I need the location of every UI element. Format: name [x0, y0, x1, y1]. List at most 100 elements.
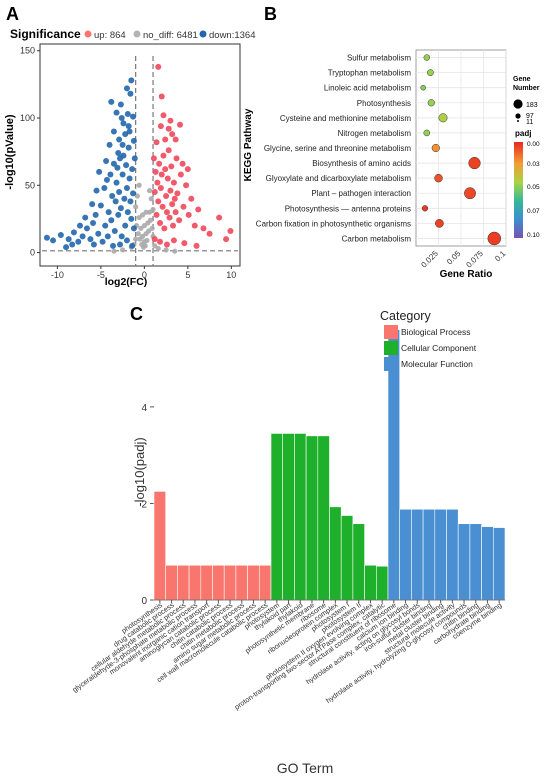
up-point: [168, 163, 175, 170]
down-point: [108, 98, 115, 105]
down-point: [77, 222, 83, 229]
down-point: [113, 109, 120, 116]
kegg-pathway-label: Carbon fixation in photosynthetic organi…: [256, 219, 411, 228]
down-point: [125, 123, 132, 130]
legend-mf-swatch: [384, 357, 398, 371]
down-point: [103, 158, 110, 165]
kegg-pathway-label: Photosynthesis: [357, 99, 411, 108]
up-point: [163, 193, 170, 200]
down-point: [82, 214, 89, 221]
up-point: [223, 236, 230, 243]
go-bar: [270, 433, 283, 601]
go-bar: [282, 433, 295, 601]
legend-nodiff-swatch: [133, 30, 141, 38]
up-point: [170, 179, 177, 186]
down-point: [126, 175, 133, 182]
nodiff-point: [146, 188, 153, 194]
volcano-x-tick-label: 10: [226, 270, 236, 280]
size-legend-large-label: 183: [526, 102, 538, 109]
go-bar: [153, 491, 166, 601]
down-point: [125, 144, 132, 151]
kegg-pathway-label: Tryptophan metabolism: [328, 69, 412, 78]
up-point: [164, 175, 171, 182]
up-point: [185, 211, 192, 218]
volcano-legend: up: 864 no_diff: 6481 down:1364: [84, 30, 255, 41]
down-point: [87, 236, 94, 243]
nodiff-point: [163, 247, 169, 253]
nodiff-point: [135, 231, 141, 237]
legend-up-swatch: [84, 30, 92, 38]
down-point: [130, 225, 137, 232]
nodiff-point: [136, 182, 142, 188]
down-point: [92, 211, 99, 218]
padj-tick-2: 0.05: [527, 184, 540, 191]
kegg-x-tick-label: 0.1: [493, 249, 508, 264]
kegg-pathway-label: Biosynthesis of amino acids: [312, 159, 411, 168]
up-point: [165, 125, 172, 132]
kegg-dot: [426, 69, 434, 77]
go-bar: [434, 508, 447, 601]
down-point: [89, 201, 96, 208]
go-bar: [469, 523, 482, 601]
down-point: [128, 215, 135, 222]
down-point: [113, 179, 120, 186]
up-point: [161, 225, 168, 232]
kegg-dot: [431, 143, 440, 153]
up-point: [157, 123, 164, 130]
panel-c-label: C: [130, 304, 143, 324]
up-point: [162, 166, 169, 173]
up-point: [154, 179, 161, 186]
legend-nodiff-label: no_diff: 6481: [143, 30, 198, 41]
kegg-x-tick-label: 0.05: [445, 249, 463, 267]
kegg-pathway-label: Photosynthesis — antenna proteins: [285, 204, 411, 213]
up-point: [195, 206, 202, 213]
down-point: [122, 222, 129, 229]
kegg-dot: [420, 84, 426, 91]
padj-tick-3: 0.07: [527, 208, 540, 215]
down-point: [107, 171, 114, 178]
kegg-y-axis-label: KEGG Pathway: [243, 108, 254, 181]
up-point: [153, 211, 160, 218]
volcano-plot-panel: A Significance up: 864 no_diff: 6481 dow…: [4, 4, 255, 288]
nodiff-point: [137, 236, 143, 242]
legend-mf-label: Molecular Function: [401, 359, 473, 369]
down-point: [130, 190, 137, 197]
down-point: [43, 234, 50, 241]
down-point: [126, 128, 133, 135]
up-point: [177, 121, 183, 128]
kegg-dot: [434, 173, 443, 183]
up-point: [155, 198, 162, 205]
down-point: [63, 244, 70, 251]
down-point: [93, 187, 100, 194]
down-point: [65, 236, 72, 243]
kegg-pathway-label: Nitrogen metabolism: [338, 129, 412, 138]
up-point: [206, 230, 213, 237]
up-point: [150, 155, 157, 162]
kegg-dot: [487, 231, 502, 246]
down-point: [114, 164, 121, 171]
nodiff-point: [111, 248, 117, 254]
volcano-y-tick-label: 150: [20, 46, 35, 56]
go-bar: [411, 508, 424, 601]
kegg-plot-area: 0.025 0.05 0.075 0.1 Sulfur metabolism Trypto…: [256, 49, 508, 270]
up-point: [181, 240, 188, 247]
kegg-pathway-label: Glycine, serine and threonine metabolism: [264, 144, 412, 153]
go-bar: [188, 564, 202, 601]
go-bar: [446, 508, 459, 601]
down-point: [123, 237, 130, 244]
volcano-y-tick-label: 0: [30, 248, 35, 258]
nodiff-point: [142, 243, 148, 249]
legend-down-swatch: [199, 30, 207, 38]
size-legend-small-label: 11: [526, 119, 533, 126]
nodiff-point: [149, 225, 155, 231]
go-bar: [165, 564, 178, 601]
volcano-y-tick-label: 50: [25, 180, 35, 190]
go-bar: [212, 564, 225, 601]
panel-a-label: A: [6, 4, 19, 24]
down-point: [118, 115, 125, 121]
up-point: [162, 136, 169, 143]
go-bar: [247, 564, 260, 601]
